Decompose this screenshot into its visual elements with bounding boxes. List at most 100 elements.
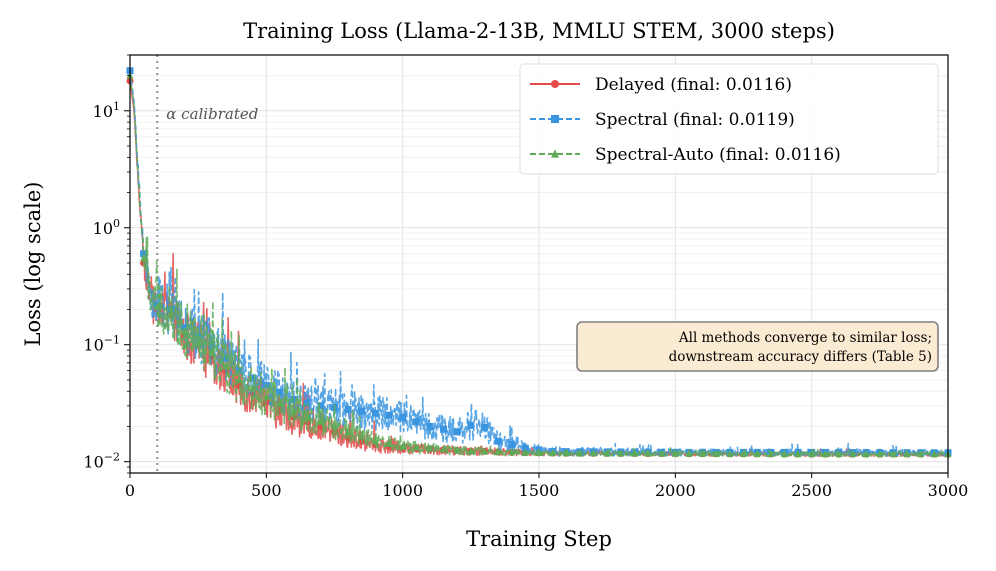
series-marker (371, 436, 379, 445)
calibration-label: α calibrated (166, 105, 258, 123)
series-marker (344, 427, 352, 435)
series-marker (467, 446, 475, 455)
x-tick-label: 0 (125, 481, 135, 500)
series-marker (780, 449, 788, 458)
series-marker (412, 418, 420, 426)
series-marker (876, 449, 884, 458)
series-marker (644, 449, 652, 457)
series-marker (930, 449, 938, 458)
series-marker (371, 409, 379, 417)
x-tick-label: 3000 (928, 481, 969, 500)
series-marker (440, 445, 448, 453)
series-marker (685, 449, 693, 457)
legend-box (519, 63, 939, 175)
x-tick-label: 2000 (655, 481, 696, 500)
series-marker (521, 444, 529, 452)
series-marker (399, 442, 407, 450)
y-tick-label: 100 (93, 217, 120, 238)
legend-label: Delayed (final: 0.0116) (595, 75, 792, 95)
series-marker (671, 449, 679, 457)
series-marker (521, 448, 529, 456)
legend-marker (551, 149, 559, 158)
series-marker (262, 392, 270, 400)
series-marker (753, 449, 761, 458)
series-marker (658, 449, 666, 457)
series-marker (344, 405, 352, 413)
series-marker (208, 348, 216, 357)
series-marker (453, 428, 461, 436)
series-marker (808, 449, 816, 458)
x-tick-label: 500 (251, 481, 282, 500)
series-marker (140, 253, 148, 262)
series-marker (290, 407, 298, 415)
series-marker (317, 417, 325, 425)
x-tick-label: 1500 (519, 481, 560, 500)
series-marker (467, 421, 475, 429)
series-marker (794, 449, 802, 458)
series-marker (249, 374, 257, 382)
series-marker (508, 441, 516, 449)
series-marker (167, 307, 175, 316)
series-marker (617, 449, 625, 457)
series-marker (494, 447, 502, 456)
series-marker (331, 422, 338, 430)
series-marker (767, 449, 775, 458)
series-marker (849, 449, 857, 458)
series-marker (576, 449, 584, 457)
series-marker (480, 423, 488, 431)
y-axis-label: Loss (log scale) (21, 182, 45, 347)
series-marker (535, 448, 543, 456)
legend-label: Spectral (final: 0.0119) (595, 110, 795, 130)
series-marker (303, 399, 311, 407)
series-marker (740, 449, 747, 458)
series-marker (385, 439, 393, 447)
x-tick-label: 2500 (791, 481, 832, 500)
series-marker (276, 399, 284, 408)
series-marker (194, 338, 202, 346)
x-tick-label: 1000 (382, 481, 423, 500)
series-marker (494, 437, 502, 445)
series-marker (603, 449, 611, 457)
series-marker (889, 449, 897, 458)
series-marker (276, 388, 284, 396)
series-marker (290, 396, 298, 404)
legend: Delayed (final: 0.0116) Spectral (final: … (519, 63, 939, 175)
series-marker (303, 412, 311, 420)
series-marker (917, 449, 925, 458)
series-marker (426, 444, 434, 452)
series-marker (249, 384, 257, 392)
series-marker (726, 449, 734, 458)
series-marker (153, 302, 161, 311)
annotation-box: All methods converge to similar loss; do… (576, 321, 939, 372)
annotation-line-2: downstream accuracy differs (Table 5) (669, 349, 932, 365)
annotation-line-1: All methods converge to similar loss; (678, 330, 932, 346)
series-marker (453, 446, 461, 454)
series-marker (385, 411, 393, 419)
annotation-background (576, 321, 939, 372)
series-marker (712, 449, 720, 457)
series-marker (221, 362, 229, 370)
series-marker (440, 425, 448, 433)
series-marker (426, 422, 434, 430)
series-marker (358, 407, 366, 415)
series-marker (412, 443, 420, 451)
series-2 (126, 71, 952, 458)
legend-label: Spectral-Auto (final: 0.0116) (595, 145, 841, 165)
chart-title: Training Loss (Llama-2-13B, MMLU STEM, 3… (243, 19, 835, 43)
series-marker (562, 449, 570, 457)
series-lines (126, 67, 952, 458)
series-marker (317, 402, 325, 410)
series-marker (235, 375, 243, 384)
series-marker (862, 449, 870, 458)
x-axis-label: Training Step (466, 527, 612, 551)
y-axis-ticks: 10−2 10−1 100 101 (83, 54, 130, 474)
series-marker (821, 449, 829, 458)
series-marker (590, 449, 598, 457)
y-tick-label: 10−1 (83, 334, 120, 355)
series-marker (140, 250, 148, 258)
series-marker (399, 413, 407, 421)
series-marker (699, 449, 707, 457)
series-marker (480, 447, 488, 455)
y-tick-label: 101 (93, 100, 120, 121)
